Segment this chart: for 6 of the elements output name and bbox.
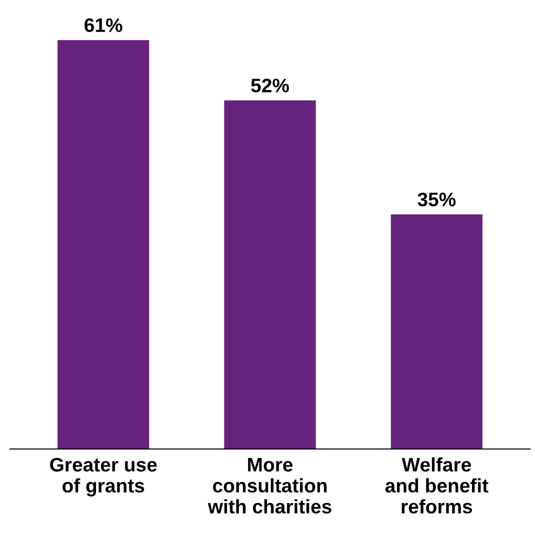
x-tick-label: More consultation with charities [208,458,332,514]
data-label: 61% [84,18,122,32]
x-tick-label: Welfare and benefit reforms [385,457,488,514]
x-tick-label: Greater use of grants [50,458,157,496]
data-label: 35% [418,192,456,206]
data-label: 52% [251,78,289,92]
